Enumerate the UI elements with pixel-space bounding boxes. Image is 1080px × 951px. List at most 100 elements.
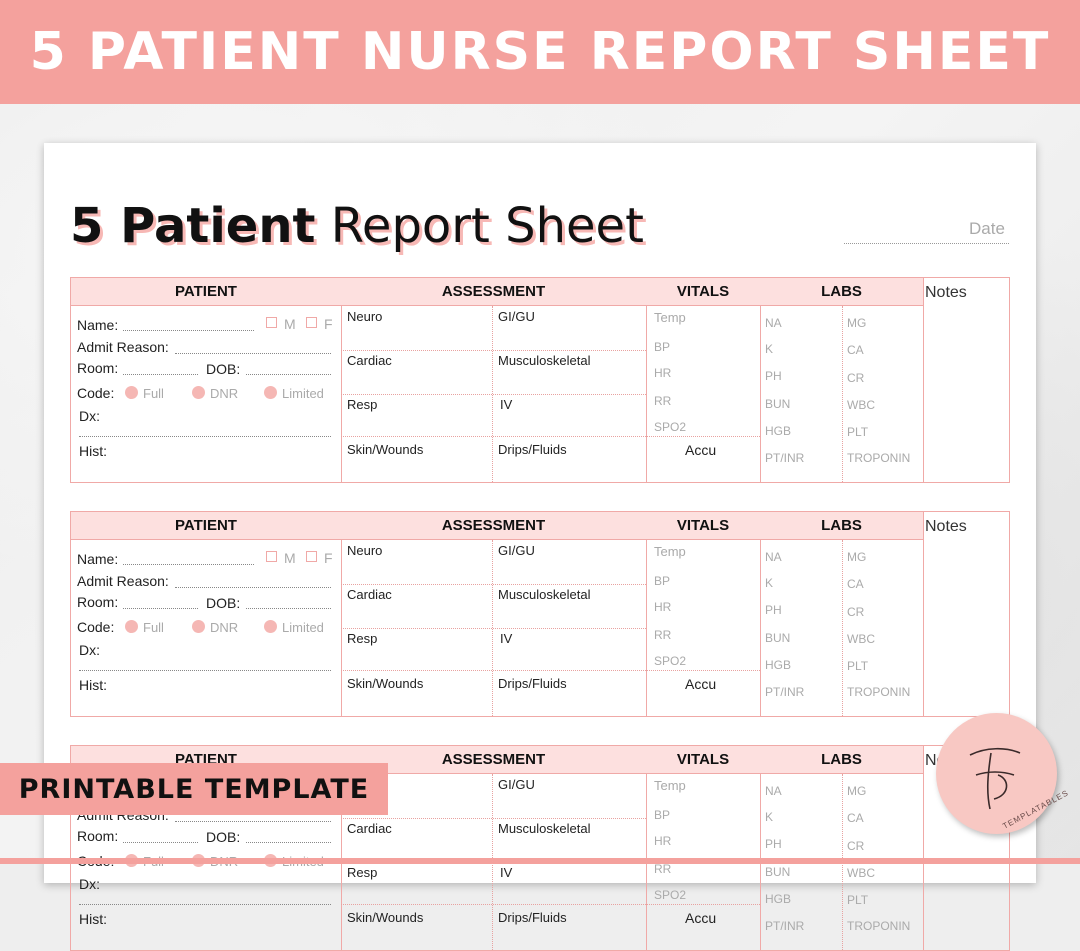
vitals-header: VITALS — [646, 746, 760, 774]
name-field[interactable] — [123, 564, 254, 565]
code-dnr-label: DNR — [210, 620, 239, 635]
resp-label: Resp — [347, 865, 378, 880]
hist-label: Hist: — [79, 443, 107, 459]
dob-field[interactable] — [246, 374, 331, 375]
name-field[interactable] — [123, 330, 254, 331]
gigu-label: GI/GU — [498, 309, 535, 324]
lab-label: TROPONIN — [847, 685, 911, 699]
dx-field[interactable] — [79, 670, 331, 671]
lab-label: TROPONIN — [847, 919, 911, 933]
dx-label: Dx: — [79, 876, 100, 892]
drips-label: Drips/Fluids — [498, 676, 567, 691]
lab-label: CA — [847, 577, 864, 591]
lab-label: PH — [765, 837, 782, 851]
bp-label: BP — [654, 808, 671, 822]
lab-label: NA — [765, 784, 782, 798]
lab-label: K — [765, 576, 774, 590]
vitals-header: VITALS — [646, 512, 760, 540]
spo2-label: SPO2 — [654, 654, 687, 668]
dx-field[interactable] — [79, 904, 331, 905]
accu-label: Accu — [685, 676, 717, 692]
lab-label: PT/INR — [765, 685, 805, 699]
lab-label: CA — [847, 811, 864, 825]
code-limited-label: Limited — [282, 386, 324, 401]
name-label: Name: — [77, 551, 119, 567]
neuro-label: Neuro — [347, 543, 383, 558]
banner-title: 5 PATIENT NURSE REPORT SHEET — [29, 22, 1051, 82]
logo-monogram-icon — [969, 747, 1021, 810]
male-label: M — [284, 316, 296, 332]
hist-label: Hist: — [79, 677, 107, 693]
code-full-radio[interactable] — [125, 620, 138, 633]
room-field[interactable] — [123, 608, 198, 609]
labs-header: LABS — [760, 746, 923, 774]
lab-label: CR — [847, 839, 865, 853]
patient-block: PATIENT ASSESSMENT VITALS LABS Notes Nam… — [70, 511, 1010, 717]
notes-label: Notes — [925, 518, 967, 535]
temp-label: Temp — [654, 778, 686, 793]
lab-label: BUN — [765, 865, 791, 879]
drips-label: Drips/Fluids — [498, 442, 567, 457]
admit-field[interactable] — [175, 353, 331, 354]
lab-label: NA — [765, 550, 782, 564]
hr-label: HR — [654, 834, 672, 848]
skin-label: Skin/Wounds — [347, 442, 424, 457]
code-dnr-radio[interactable] — [192, 620, 205, 633]
assessment-header: ASSESSMENT — [341, 512, 646, 540]
code-label: Code: — [77, 385, 115, 401]
code-limited-radio[interactable] — [264, 620, 277, 633]
labs-header: LABS — [760, 512, 923, 540]
lab-label: CR — [847, 605, 865, 619]
male-checkbox[interactable] — [266, 551, 277, 562]
iv-label: IV — [500, 631, 513, 646]
male-checkbox[interactable] — [266, 317, 277, 328]
code-limited-label: Limited — [282, 620, 324, 635]
dob-field[interactable] — [246, 842, 331, 843]
lab-label: CR — [847, 371, 865, 385]
female-checkbox[interactable] — [306, 317, 317, 328]
assessment-header: ASSESSMENT — [341, 278, 646, 306]
sheet-title: 5 Patient Report Sheet — [70, 198, 644, 254]
rr-label: RR — [654, 394, 672, 408]
patient-block: PATIENT ASSESSMENT VITALS LABS Notes Nam… — [70, 277, 1010, 483]
code-limited-radio[interactable] — [264, 386, 277, 399]
hist-label: Hist: — [79, 911, 107, 927]
lab-label: PH — [765, 369, 782, 383]
lab-label: WBC — [847, 632, 875, 646]
code-dnr-radio[interactable] — [192, 386, 205, 399]
lab-label: HGB — [765, 892, 792, 906]
cardiac-label: Cardiac — [347, 587, 392, 602]
printable-template-badge: PRINTABLE TEMPLATE — [0, 763, 388, 815]
spo2-label: SPO2 — [654, 420, 687, 434]
bp-label: BP — [654, 340, 671, 354]
admit-label: Admit Reason: — [77, 573, 169, 589]
dob-label: DOB: — [206, 829, 241, 845]
admit-field[interactable] — [175, 587, 331, 588]
lab-label: K — [765, 810, 774, 824]
dob-field[interactable] — [246, 608, 331, 609]
accu-label: Accu — [685, 910, 717, 926]
accu-label: Accu — [685, 442, 717, 458]
skin-label: Skin/Wounds — [347, 910, 424, 925]
room-field[interactable] — [123, 842, 198, 843]
code-full-radio[interactable] — [125, 386, 138, 399]
lab-label: BUN — [765, 397, 791, 411]
lab-label: PT/INR — [765, 451, 805, 465]
room-field[interactable] — [123, 374, 198, 375]
admit-field[interactable] — [175, 821, 331, 822]
room-label: Room: — [77, 360, 119, 376]
female-checkbox[interactable] — [306, 551, 317, 562]
date-field[interactable] — [844, 243, 1009, 244]
lab-label: WBC — [847, 398, 875, 412]
lab-label: HGB — [765, 424, 792, 438]
lab-label: BUN — [765, 631, 791, 645]
hr-label: HR — [654, 366, 672, 380]
rr-label: RR — [654, 862, 672, 876]
male-label: M — [284, 550, 296, 566]
dx-field[interactable] — [79, 436, 331, 437]
lab-label: CA — [847, 343, 864, 357]
dx-label: Dx: — [79, 642, 100, 658]
cardiac-label: Cardiac — [347, 821, 392, 836]
spo2-label: SPO2 — [654, 888, 687, 902]
lab-label: PLT — [847, 425, 869, 439]
